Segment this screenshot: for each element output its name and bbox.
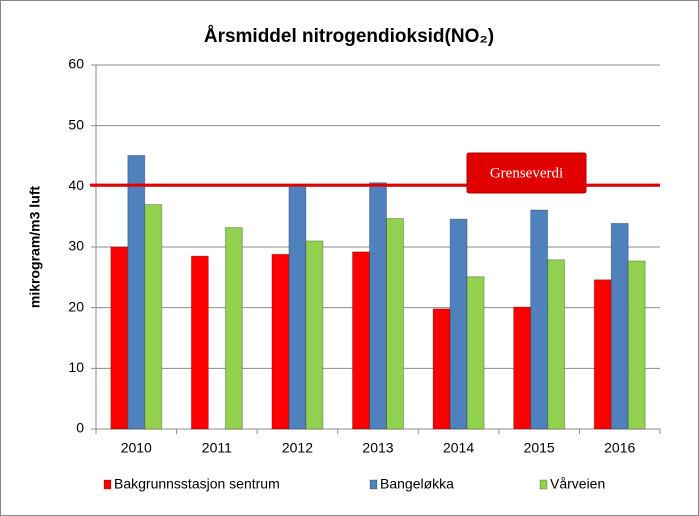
- bar: [110, 246, 129, 430]
- bar: [432, 308, 451, 430]
- bar: [305, 240, 324, 430]
- bar: [547, 259, 566, 430]
- bar: [190, 255, 209, 430]
- bar: [288, 185, 307, 430]
- y-tick-label: 50: [68, 116, 84, 132]
- y-tick-label: 0: [76, 420, 84, 436]
- bar: [466, 276, 485, 430]
- bar: [513, 306, 532, 430]
- x-tick-label: 2015: [524, 440, 555, 456]
- bar: [144, 204, 163, 430]
- y-tick-label: 30: [68, 238, 84, 254]
- bar: [627, 260, 646, 430]
- bar: [224, 227, 243, 430]
- bar: [271, 253, 290, 430]
- legend-swatch: [539, 479, 548, 490]
- y-tick-label: 20: [68, 298, 84, 314]
- y-tick-label: 60: [68, 56, 84, 72]
- y-axis-label: mikrogram/m3 luft: [27, 186, 43, 308]
- bar: [610, 222, 629, 430]
- legend-label: Vårveien: [550, 476, 605, 492]
- legend-swatch: [103, 479, 112, 490]
- x-tick-label: 2011: [202, 440, 232, 456]
- x-tick-label: 2013: [362, 440, 393, 456]
- bar: [127, 154, 146, 430]
- x-tick-label: 2012: [282, 440, 313, 456]
- bar: [386, 217, 404, 430]
- legend-label: Bangeløkka: [380, 476, 454, 492]
- x-tick-label: 2010: [121, 440, 152, 456]
- legend-label: Bakgrunnsstasjon sentrum: [114, 476, 280, 492]
- y-tick-label: 10: [68, 359, 84, 375]
- chart-title: Årsmiddel nitrogendioksid(NO₂): [204, 26, 494, 47]
- bar: [530, 209, 549, 430]
- bar: [369, 182, 387, 430]
- y-tick-label: 40: [68, 177, 84, 193]
- bar: [593, 279, 612, 430]
- legend-swatch: [369, 479, 378, 490]
- bar: [352, 251, 370, 430]
- x-tick-label: 2016: [604, 440, 635, 456]
- reference-label: Grenseverdi: [490, 165, 563, 181]
- reference-label-box: [466, 152, 587, 194]
- bar: [449, 218, 468, 430]
- x-tick-label: 2014: [443, 440, 474, 456]
